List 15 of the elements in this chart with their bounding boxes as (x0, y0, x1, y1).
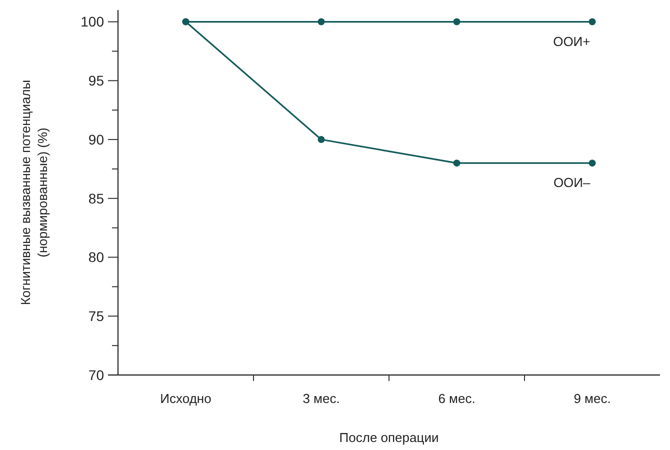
series-label: ООИ+ (553, 34, 590, 49)
x-tick-label: 3 мес. (302, 391, 340, 406)
y-tick-label: 90 (88, 131, 104, 148)
y-tick-label: 85 (88, 190, 104, 206)
y-tick-label: 100 (80, 14, 104, 30)
series-label: ООИ– (553, 175, 592, 190)
y-tick-label: 80 (88, 249, 104, 266)
x-tick-label: 9 мес. (574, 391, 611, 406)
x-axis-title: После операции (339, 430, 439, 445)
y-tick-label: 95 (88, 72, 104, 89)
y-axis-title: Когнитивные вызванные потенциалы (нормированные) (%) (18, 80, 50, 306)
x-tick-label: 6 мес. (438, 391, 476, 406)
y-tick-label: 75 (88, 308, 104, 324)
x-tick-label: Исходно (160, 391, 212, 406)
y-tick-label: 70 (88, 366, 104, 383)
